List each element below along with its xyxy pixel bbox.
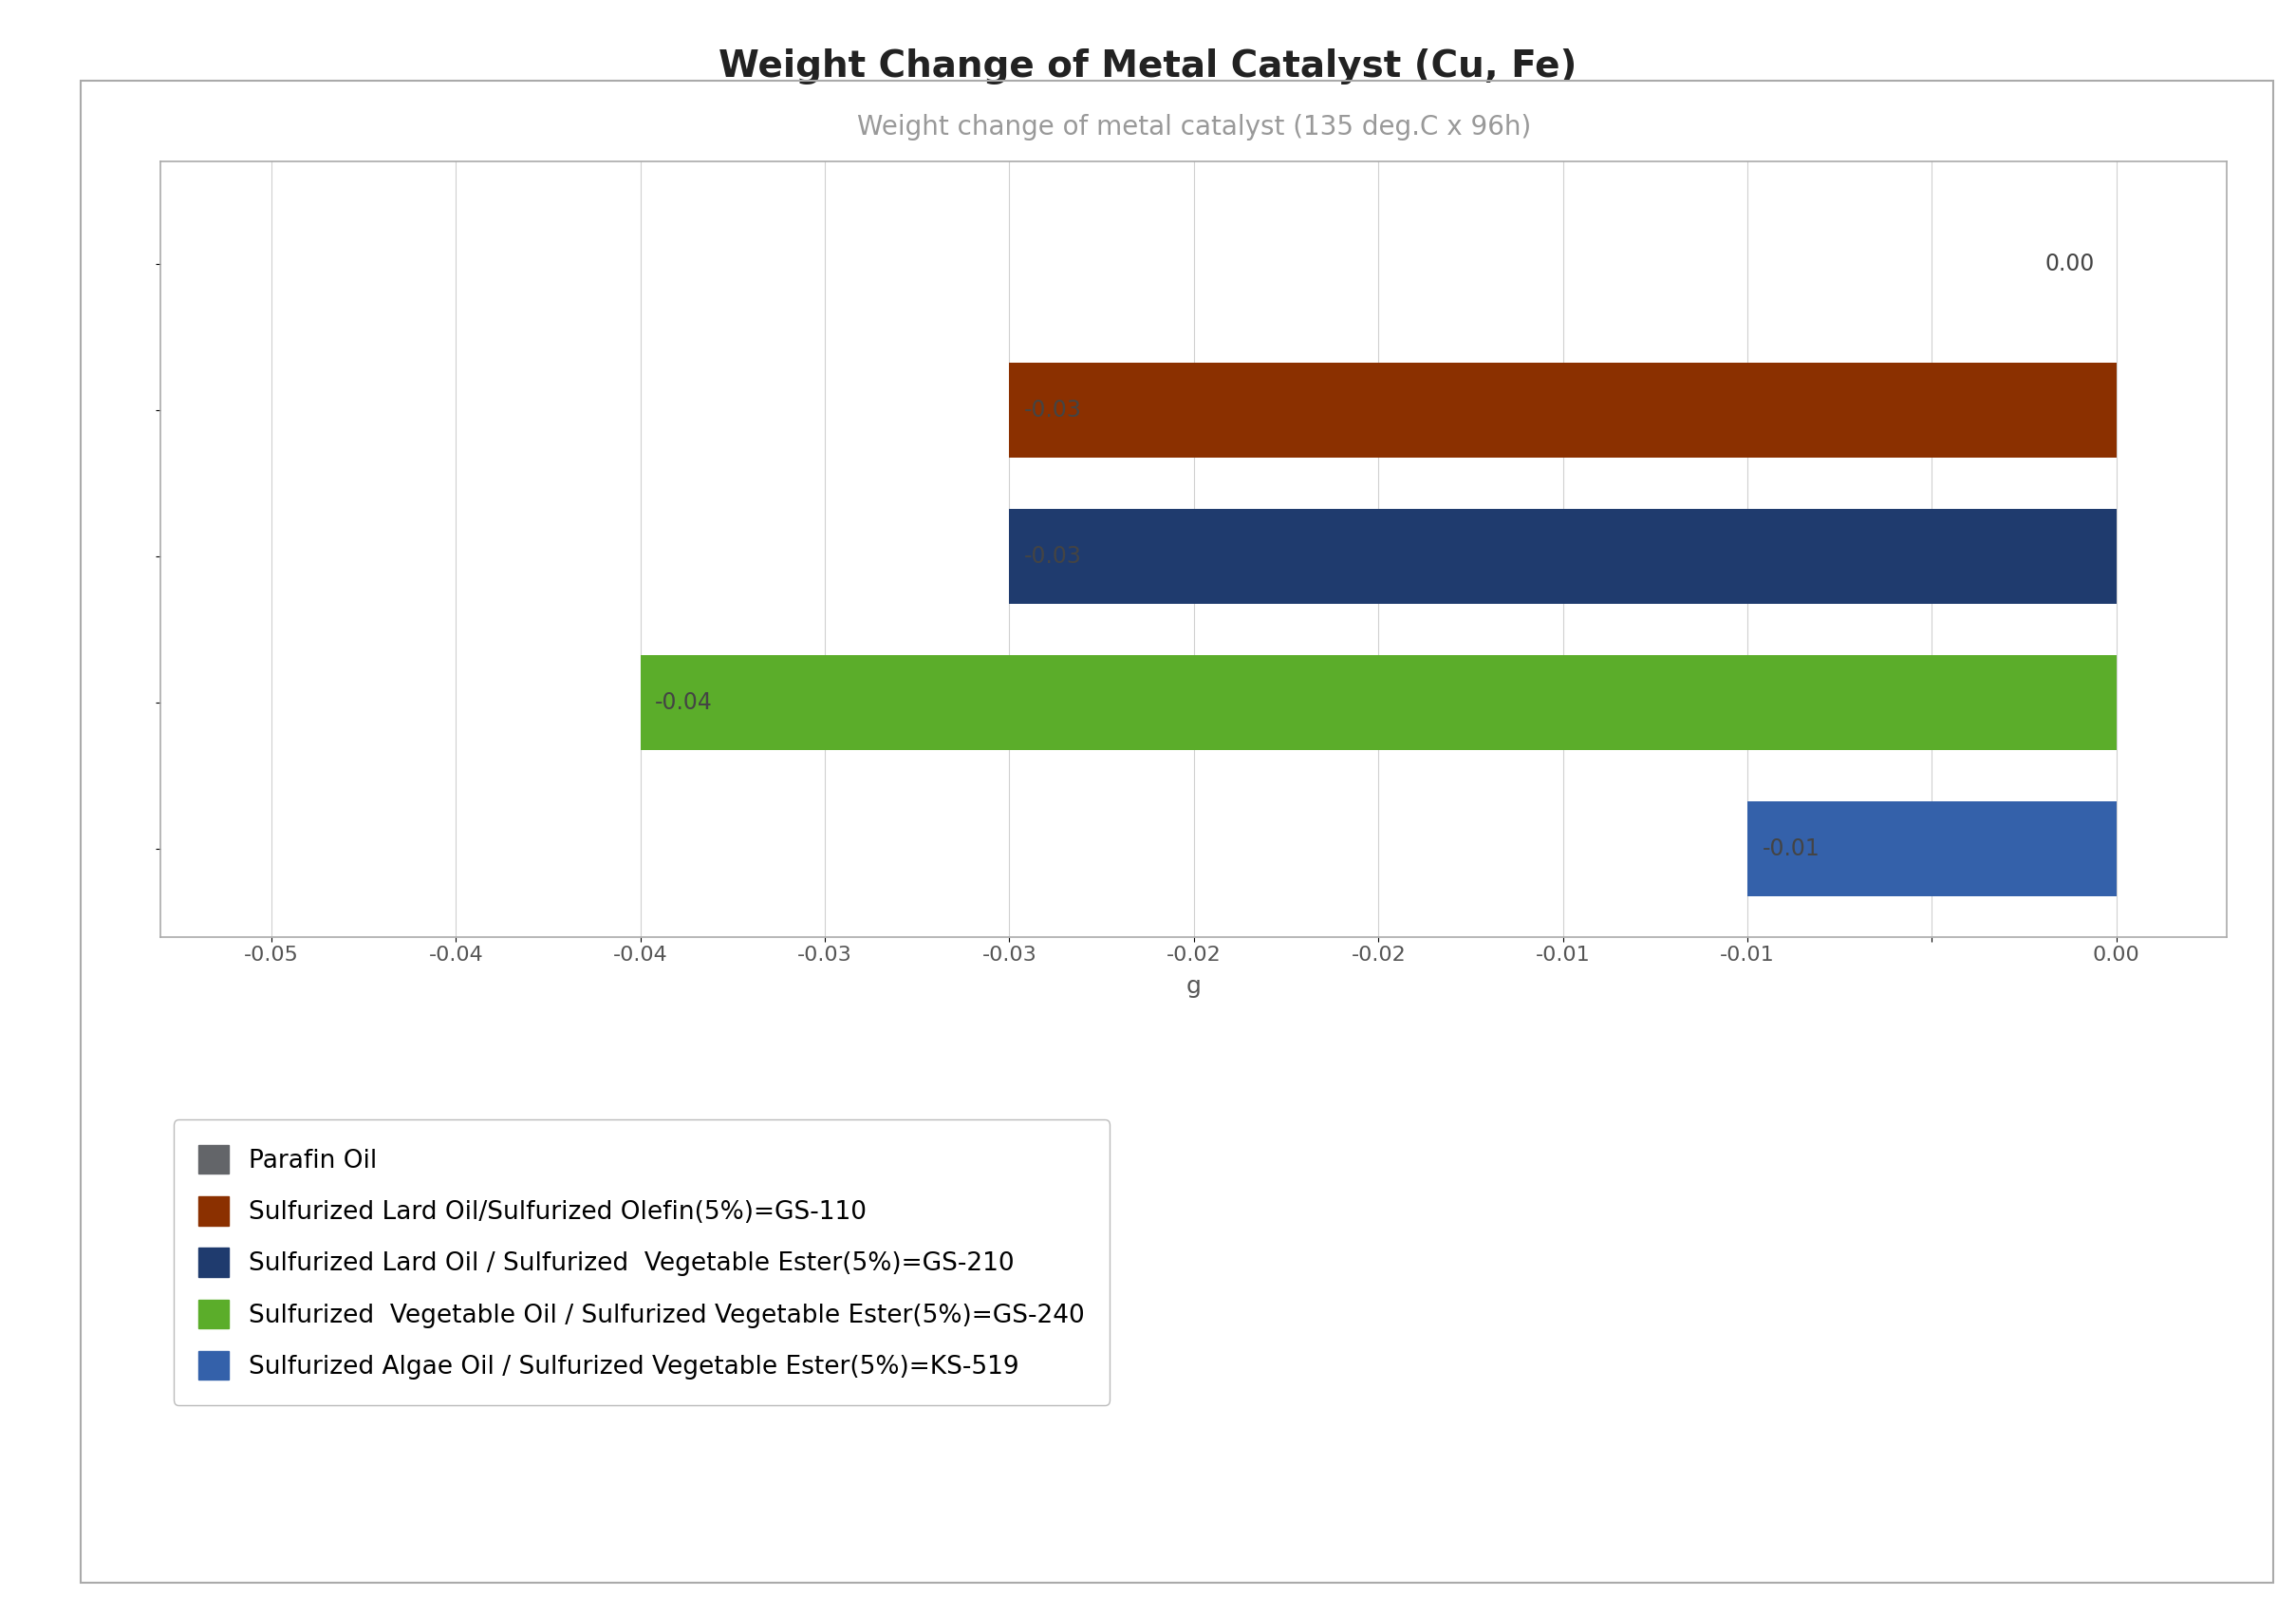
Text: 0.00: 0.00 — [2043, 252, 2094, 275]
X-axis label: g: g — [1187, 975, 1201, 998]
Title: Weight change of metal catalyst (135 deg.C x 96h): Weight change of metal catalyst (135 deg… — [856, 115, 1531, 141]
Bar — [1010, 363, 2117, 457]
Bar — [1747, 801, 2117, 896]
Text: -0.01: -0.01 — [1763, 838, 1821, 861]
Text: -0.03: -0.03 — [1024, 544, 1081, 568]
Text: -0.04: -0.04 — [654, 691, 714, 714]
Bar — [641, 656, 2117, 751]
Text: -0.03: -0.03 — [1024, 399, 1081, 422]
Text: Weight Change of Metal Catalyst (Cu, Fe): Weight Change of Metal Catalyst (Cu, Fe) — [719, 48, 1577, 84]
Bar — [1010, 509, 2117, 604]
Legend: Parafin Oil, Sulfurized Lard Oil/Sulfurized Olefin(5%)=GS-110, Sulfurized Lard O: Parafin Oil, Sulfurized Lard Oil/Sulfuri… — [172, 1119, 1109, 1405]
